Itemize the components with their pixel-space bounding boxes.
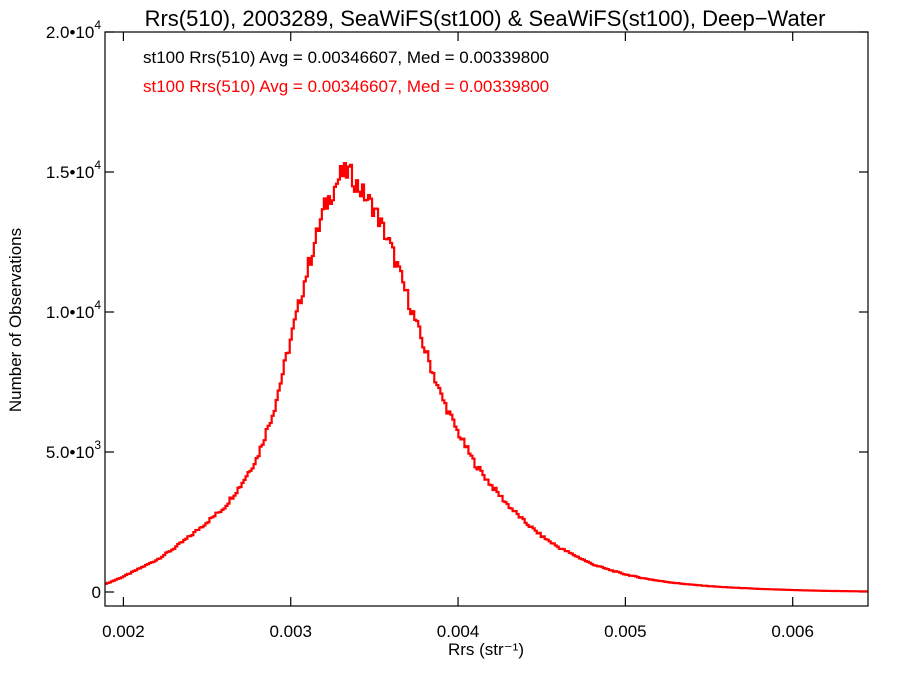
x-axis-label: Rrs (str⁻¹) bbox=[448, 640, 524, 659]
x-axis: 0.002 0.003 0.004 0.005 0.006 bbox=[102, 32, 814, 641]
y-tick-label: 5.0•103 bbox=[46, 438, 102, 462]
x-tick-label: 0.003 bbox=[269, 622, 312, 641]
annotation-black: st100 Rrs(510) Avg = 0.00346607, Med = 0… bbox=[143, 48, 549, 67]
series-histogram-line bbox=[105, 161, 868, 593]
y-axis: 0 5.0•103 1.0•104 1.5•104 2.0•104 bbox=[46, 18, 868, 602]
y-axis-label: Number of Observations bbox=[6, 228, 25, 412]
annotation-red: st100 Rrs(510) Avg = 0.00346607, Med = 0… bbox=[143, 77, 549, 96]
y-tick-label: 1.0•104 bbox=[46, 298, 102, 322]
x-tick-label: 0.002 bbox=[102, 622, 145, 641]
x-tick-label: 0.005 bbox=[604, 622, 647, 641]
x-tick-label: 0.006 bbox=[771, 622, 814, 641]
plot-frame bbox=[104, 31, 869, 607]
y-tick-label: 1.5•104 bbox=[46, 158, 102, 182]
y-tick-label: 2.0•104 bbox=[46, 18, 102, 42]
chart-title: Rrs(510), 2003289, SeaWiFS(st100) & SeaW… bbox=[145, 6, 826, 31]
y-tick-label: 0 bbox=[92, 583, 101, 602]
x-tick-label: 0.004 bbox=[437, 622, 480, 641]
